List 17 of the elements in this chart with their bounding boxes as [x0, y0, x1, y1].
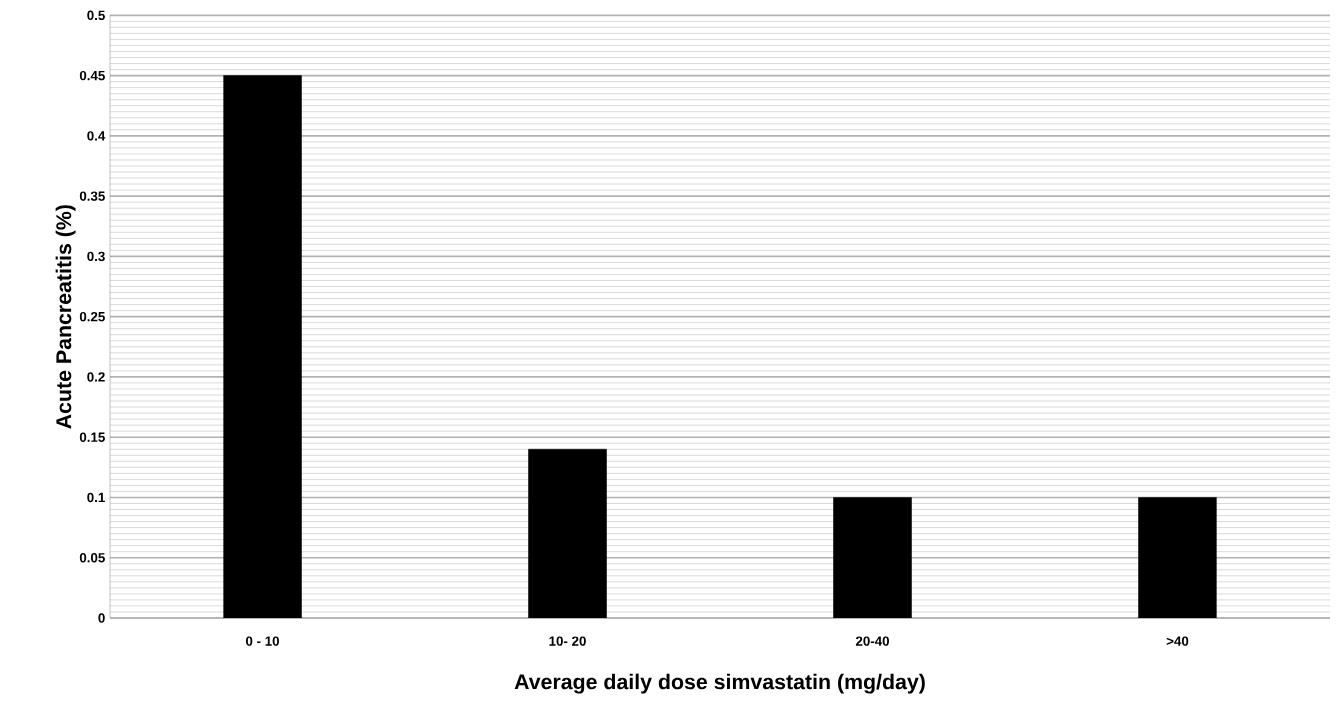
x-axis-title: Average daily dose simvastatin (mg/day)	[514, 673, 925, 694]
y-tick-label: 0.35	[79, 191, 105, 201]
y-tick-label: 0.4	[87, 131, 106, 141]
x-tick-label: 20-40	[855, 636, 890, 646]
y-axis-title: Acute Pancreatitis (%)	[55, 205, 76, 429]
y-tick-label: 0.15	[79, 432, 105, 442]
y-tick-label: 0.3	[87, 251, 105, 262]
y-tick-label: 0.25	[79, 311, 105, 322]
y-tick-label: 0.45	[79, 70, 105, 81]
x-tick-label: 10- 20	[549, 636, 586, 646]
x-tick-label: 0 - 10	[245, 636, 280, 646]
y-tick-label: 0	[98, 613, 105, 623]
y-tick-label: 0.05	[79, 553, 105, 563]
y-tick-label: 0.5	[87, 10, 105, 21]
y-tick-label: 0.2	[87, 372, 105, 382]
x-tick-label: >40	[1166, 636, 1189, 646]
y-tick-label: 0.1	[87, 492, 105, 503]
